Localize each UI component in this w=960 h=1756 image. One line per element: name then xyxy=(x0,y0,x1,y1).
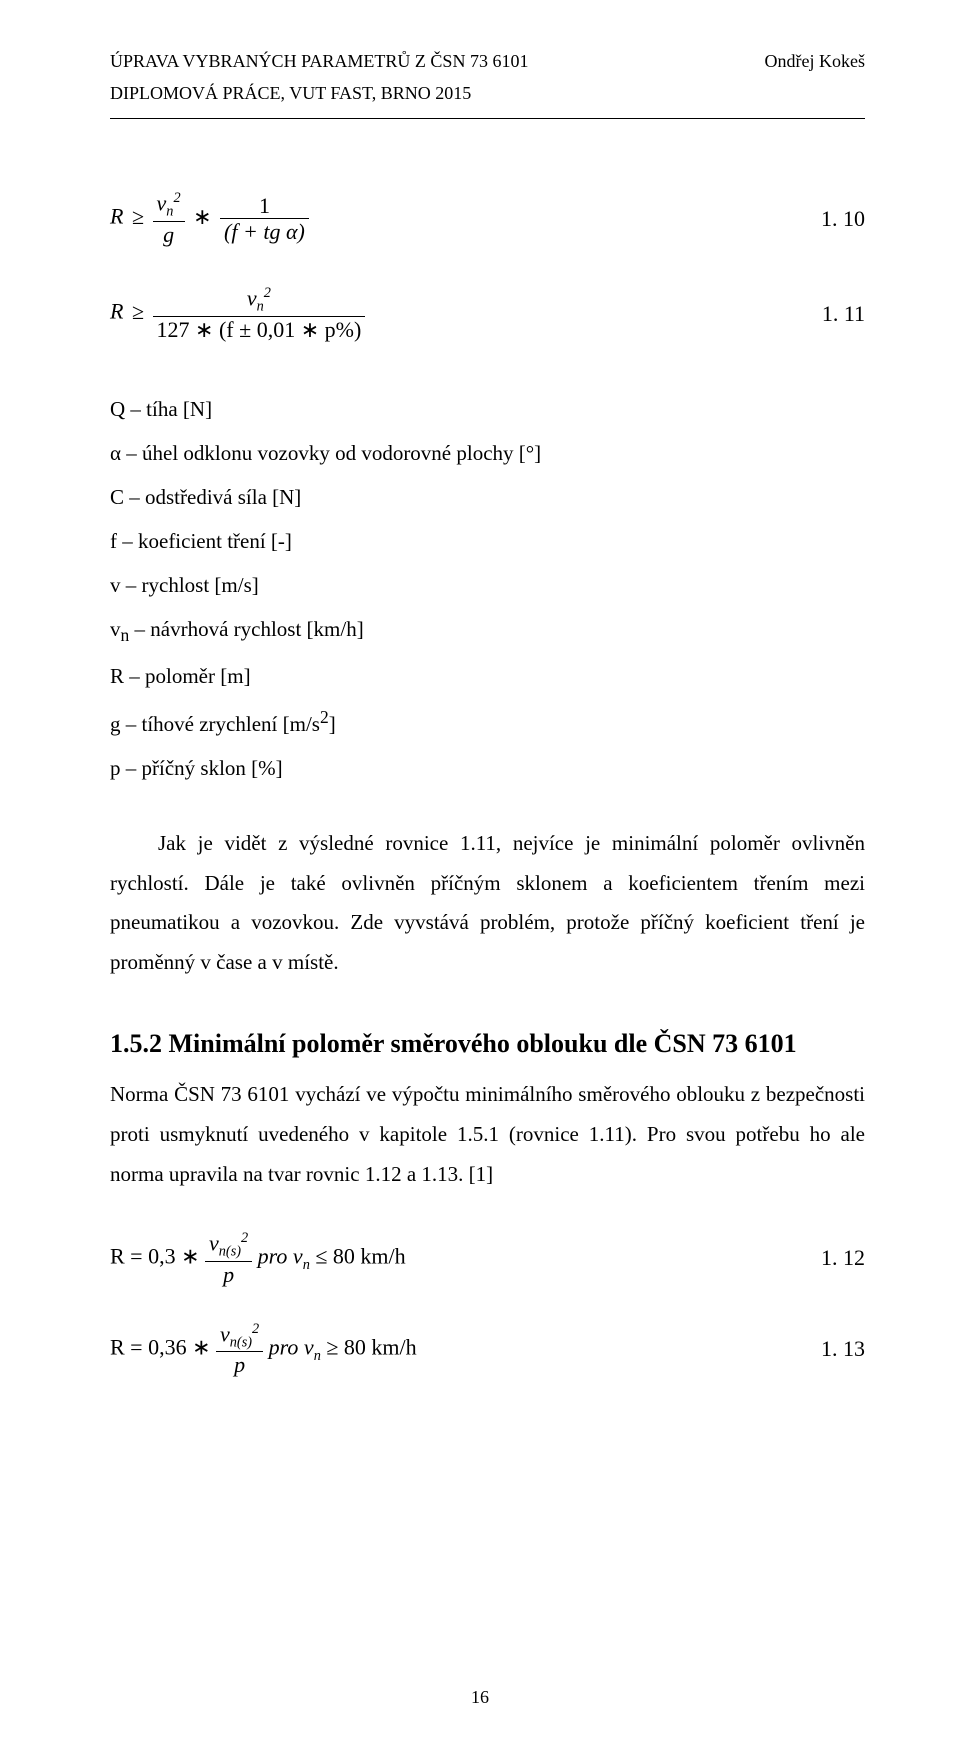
eq1-frac2-den: (f + tg α) xyxy=(220,220,309,243)
eq1-ge: ≥ xyxy=(129,204,147,229)
equation-row-3: R = 0,3 ∗ vn(s)2 p pro vn ≤ 80 km/h 1. 1… xyxy=(110,1231,865,1286)
eq4-pre: R = 0,36 ∗ xyxy=(110,1334,211,1359)
eq1-star: ∗ xyxy=(190,204,214,229)
header-divider xyxy=(110,118,865,119)
equation-1-number: 1. 10 xyxy=(821,206,865,232)
equation-3: R = 0,3 ∗ vn(s)2 p pro vn ≤ 80 km/h xyxy=(110,1231,406,1286)
def-p: p – příčný sklon [%] xyxy=(110,746,865,790)
def-R: R – poloměr [m] xyxy=(110,654,865,698)
def-vn-pre: v xyxy=(110,617,121,641)
eq1-R: R xyxy=(110,204,123,229)
eq4-num: vn(s)2 xyxy=(216,1322,263,1351)
eq2-v-sub: n xyxy=(257,299,264,315)
page-number: 16 xyxy=(0,1687,960,1708)
def-vn-post: – návrhová rychlost [km/h] xyxy=(129,617,363,641)
eq1-frac2: 1 (f + tg α) xyxy=(220,194,309,243)
equation-row-4: R = 0,36 ∗ vn(s)2 p pro vn ≥ 80 km/h 1. … xyxy=(110,1322,865,1377)
eq3-tail: pro v xyxy=(258,1243,303,1268)
section-heading: 1.5.2 Minimální poloměr směrového oblouk… xyxy=(110,1029,865,1059)
eq4-tail: pro v xyxy=(269,1334,314,1359)
def-v: v – rychlost [m/s] xyxy=(110,563,865,607)
eq3-tail2: ≤ 80 km/h xyxy=(310,1243,406,1268)
eq2-frac: vn2 127 ∗ (f ± 0,01 ∗ p%) xyxy=(153,286,366,341)
def-alpha: α – úhel odklonu vozovky od vodorovné pl… xyxy=(110,431,865,475)
eq1-frac2-num: 1 xyxy=(255,194,274,217)
eq3-v-sup: 2 xyxy=(241,1230,248,1246)
eq4-v: v xyxy=(220,1321,230,1346)
eq2-R: R xyxy=(110,299,123,324)
eq1-frac1: vn2 g xyxy=(153,191,185,246)
eq2-ge: ≥ xyxy=(129,299,147,324)
header-left-sub: DIPLOMOVÁ PRÁCE, VUT FAST, BRNO 2015 xyxy=(110,83,865,104)
eq1-frac1-num: vn2 xyxy=(153,191,185,220)
eq4-tail2: ≥ 80 km/h xyxy=(321,1334,417,1359)
eq2-v: v xyxy=(247,286,257,311)
eq2-v-sup: 2 xyxy=(264,285,271,301)
eq3-den: p xyxy=(219,1263,238,1286)
eq4-tail-sub: n xyxy=(314,1348,321,1364)
def-g-pre: g – tíhové zrychlení [m/s xyxy=(110,712,320,736)
eq3-num: vn(s)2 xyxy=(205,1231,252,1260)
equation-row-2: R ≥ vn2 127 ∗ (f ± 0,01 ∗ p%) 1. 11 xyxy=(110,286,865,341)
equation-4-number: 1. 13 xyxy=(821,1336,865,1362)
header-row: ÚPRAVA VYBRANÝCH PARAMETRŮ Z ČSN 73 6101… xyxy=(110,50,865,73)
def-g-sup: 2 xyxy=(320,707,329,727)
eq2-num: vn2 xyxy=(243,286,275,315)
eq3-pre: R = 0,3 ∗ xyxy=(110,1243,200,1268)
eq1-v: v xyxy=(157,191,167,216)
eq4-den: p xyxy=(230,1353,249,1376)
def-g: g – tíhové zrychlení [m/s2] xyxy=(110,699,865,746)
def-vn: vn – návrhová rychlost [km/h] xyxy=(110,607,865,654)
equation-2-number: 1. 11 xyxy=(822,301,865,327)
def-C: C – odstředivá síla [N] xyxy=(110,475,865,519)
def-vn-sub: n xyxy=(121,626,130,646)
eq4-frac: vn(s)2 p xyxy=(216,1322,263,1377)
eq4-v-sup: 2 xyxy=(252,1321,259,1337)
eq3-frac: vn(s)2 p xyxy=(205,1231,252,1286)
equation-row-1: R ≥ vn2 g ∗ 1 (f + tg α) 1. 10 xyxy=(110,191,865,246)
paragraph-2: Norma ČSN 73 6101 vychází ve výpočtu min… xyxy=(110,1075,865,1195)
definition-list: Q – tíha [N] α – úhel odklonu vozovky od… xyxy=(110,387,865,790)
eq1-frac1-den: g xyxy=(159,223,178,246)
header-left-top: ÚPRAVA VYBRANÝCH PARAMETRŮ Z ČSN 73 6101 xyxy=(110,50,528,73)
eq3-tail-sub: n xyxy=(303,1257,310,1273)
eq4-v-sub: n(s) xyxy=(230,1334,252,1350)
eq3-v-sub: n(s) xyxy=(219,1244,241,1260)
equation-1: R ≥ vn2 g ∗ 1 (f + tg α) xyxy=(110,191,309,246)
def-Q: Q – tíha [N] xyxy=(110,387,865,431)
eq1-v-sub: n xyxy=(166,204,173,220)
eq1-v-sup: 2 xyxy=(173,190,180,206)
equation-3-number: 1. 12 xyxy=(821,1245,865,1271)
page: ÚPRAVA VYBRANÝCH PARAMETRŮ Z ČSN 73 6101… xyxy=(0,0,960,1756)
eq2-den: 127 ∗ (f ± 0,01 ∗ p%) xyxy=(153,318,366,341)
equation-2: R ≥ vn2 127 ∗ (f ± 0,01 ∗ p%) xyxy=(110,286,365,341)
def-g-post: ] xyxy=(329,712,336,736)
eq3-v: v xyxy=(209,1230,219,1255)
header-right-top: Ondřej Kokeš xyxy=(765,50,865,73)
paragraph-1: Jak je vidět z výsledné rovnice 1.11, ne… xyxy=(110,824,865,984)
equation-4: R = 0,36 ∗ vn(s)2 p pro vn ≥ 80 km/h xyxy=(110,1322,417,1377)
def-f: f – koeficient tření [-] xyxy=(110,519,865,563)
